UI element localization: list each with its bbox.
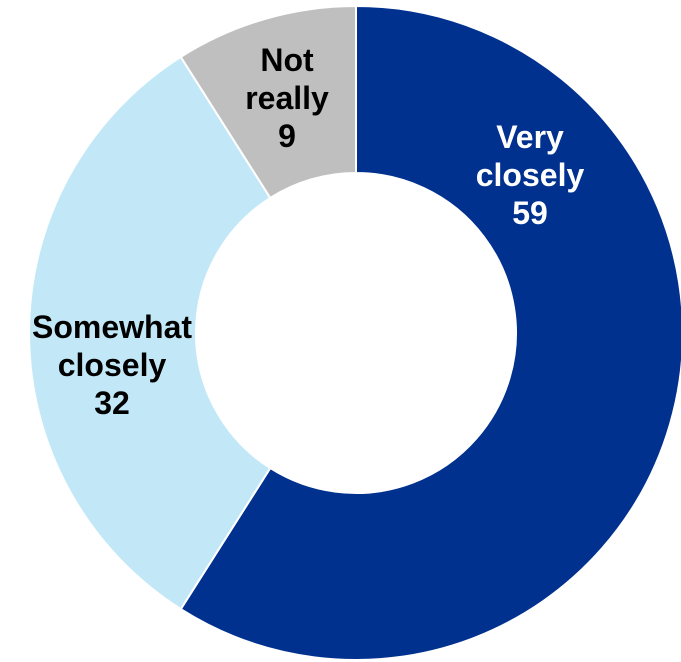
slice-name-line: closely — [476, 157, 585, 193]
donut-slice-0 — [179, 4, 681, 661]
slice-name-line: closely — [58, 347, 167, 383]
slice-value: 32 — [94, 385, 130, 421]
slice-name-line: Somewhat — [32, 309, 192, 345]
slice-label-2: Not really 9 — [245, 42, 329, 154]
slice-label-1: Somewhat closely 32 — [32, 309, 192, 421]
slice-name-line: really — [245, 80, 329, 116]
slice-value: 59 — [512, 195, 548, 231]
donut-slice-1 — [28, 55, 272, 611]
slice-value: 9 — [278, 118, 296, 154]
donut-slice-2 — [179, 4, 357, 200]
donut-slices — [28, 4, 681, 661]
slice-name-line: Not — [260, 42, 314, 78]
slice-label-0: Very closely 59 — [476, 119, 585, 231]
slice-name-line: Very — [496, 119, 564, 155]
